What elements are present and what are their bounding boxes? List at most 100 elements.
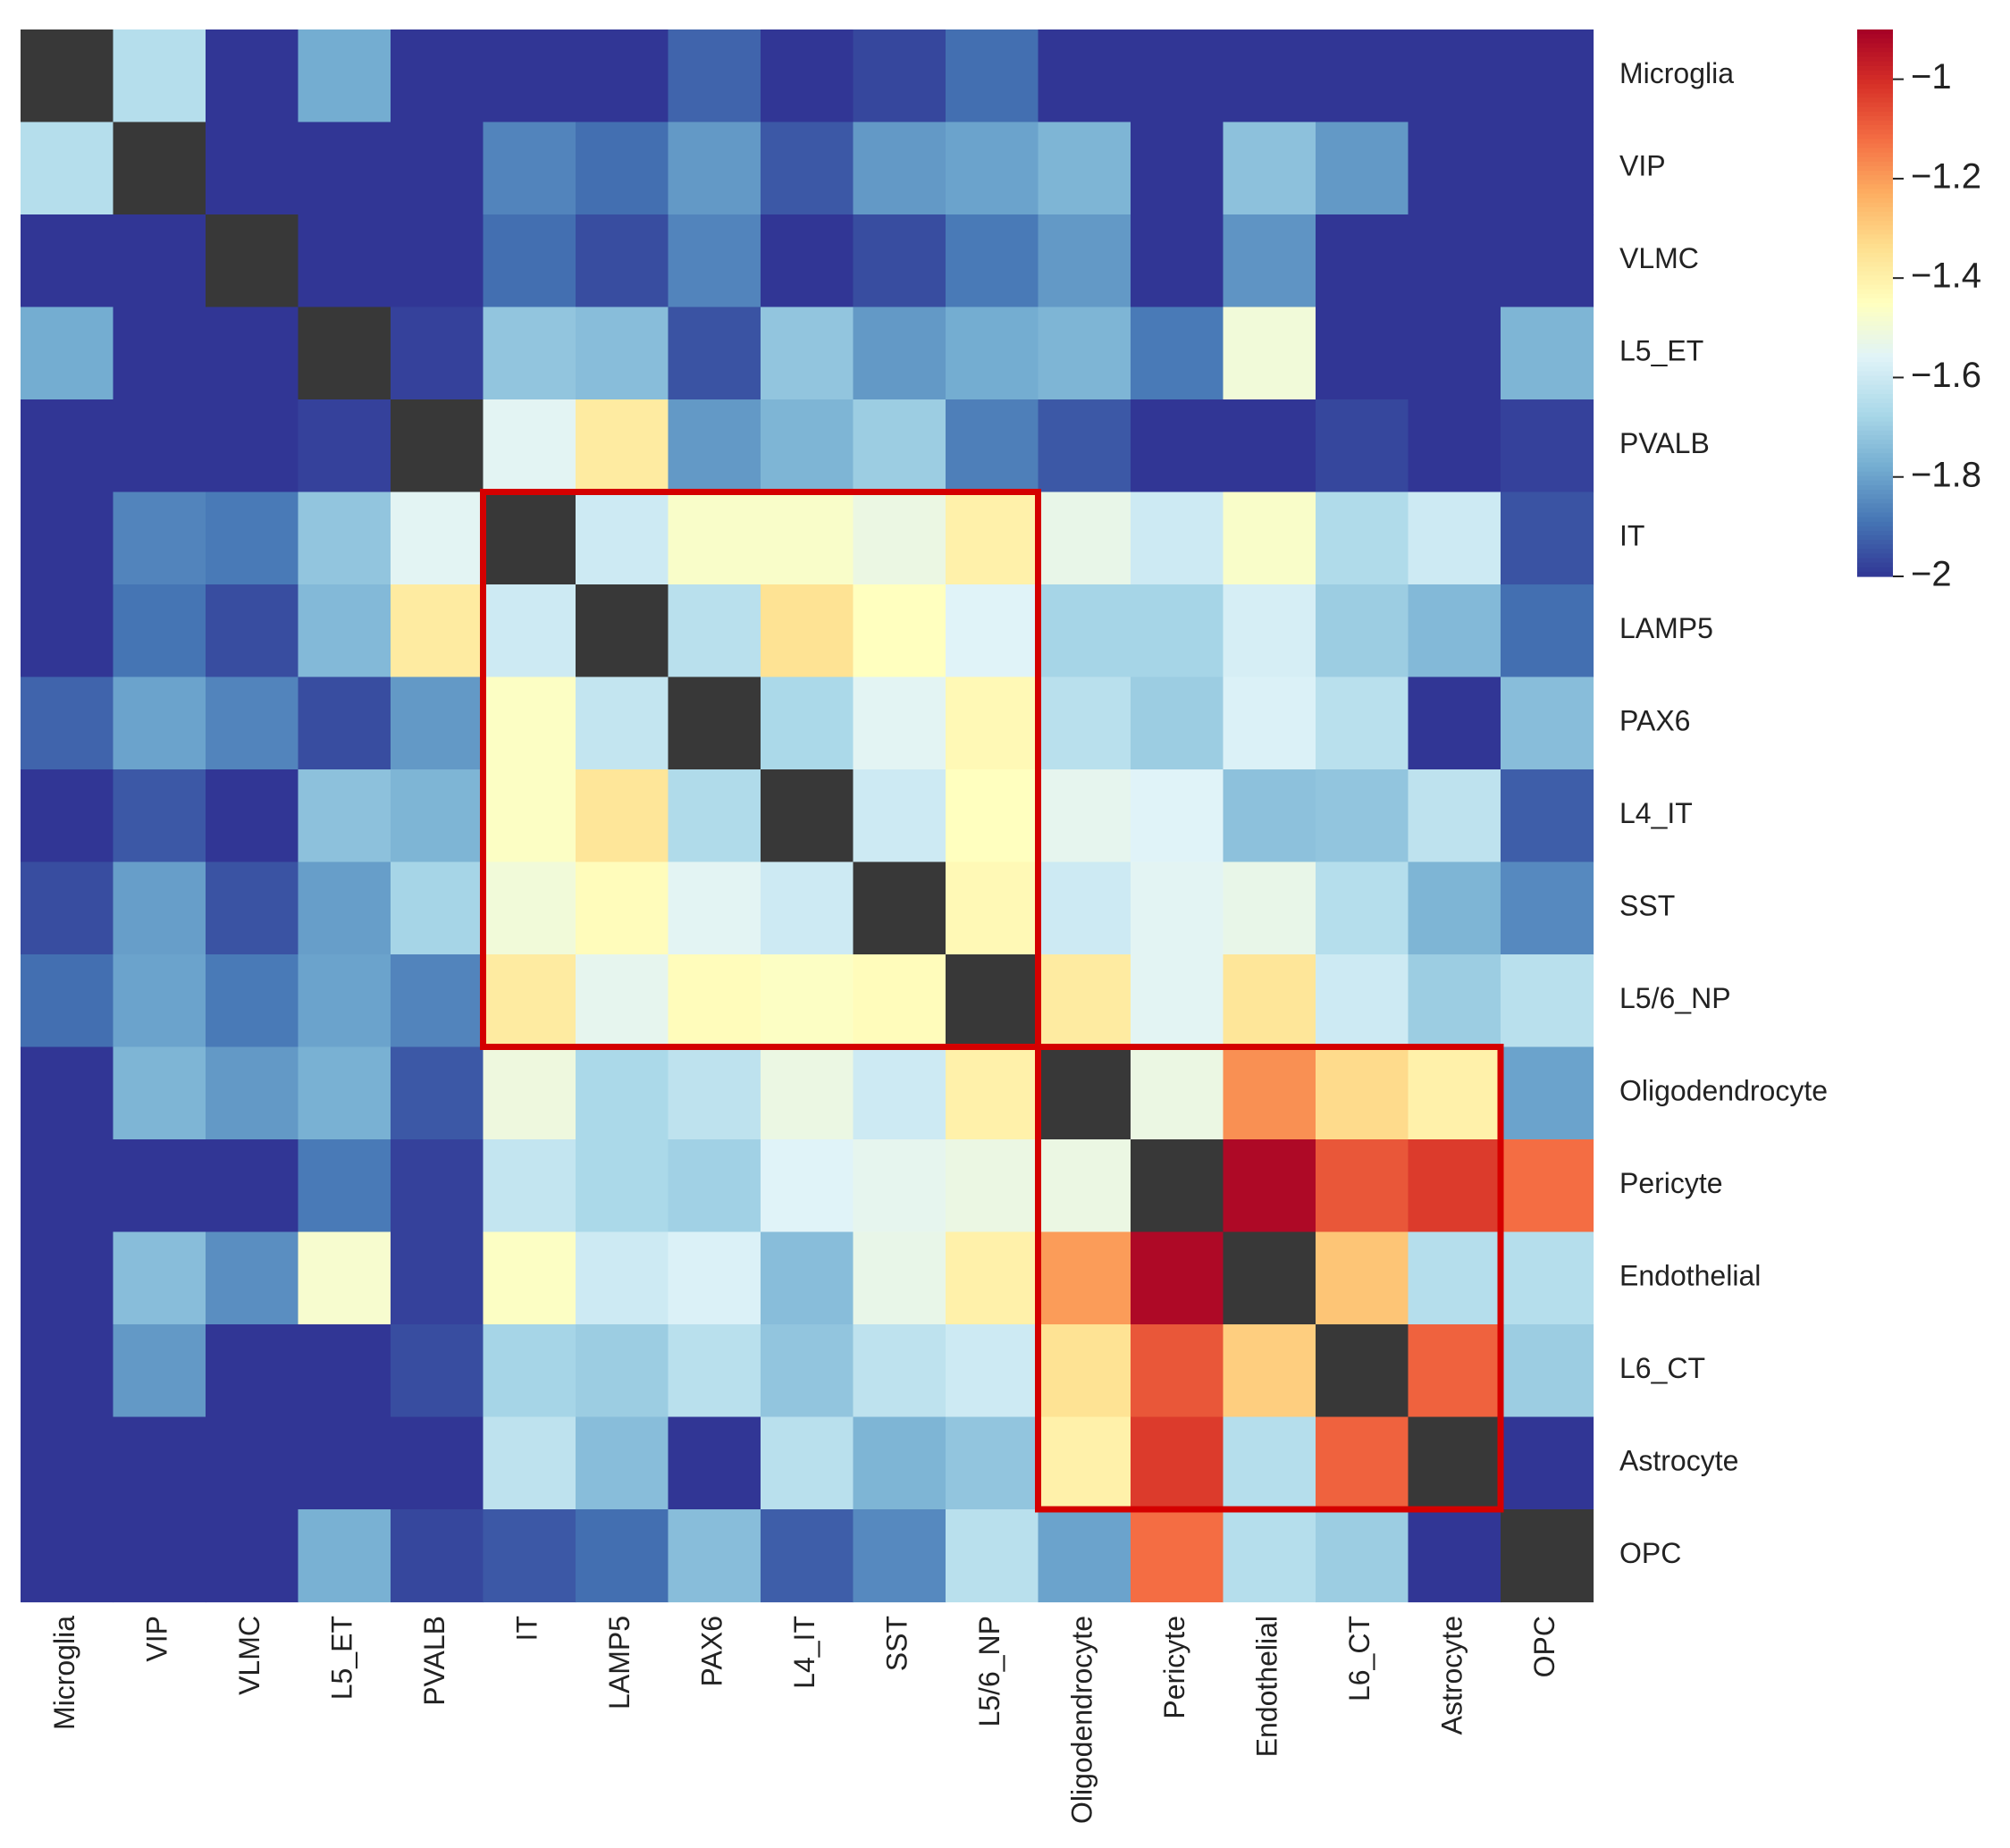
heatmap-cell-lamp5-it: [483, 584, 576, 678]
colorbar-segment: [1857, 65, 1893, 71]
heatmap-cell-l6-ct-pvalb: [391, 1324, 484, 1418]
heatmap-cell-l6-ct-l5-et: [298, 1324, 391, 1418]
heatmap-cell-pax6-oligodendrocyte: [1038, 676, 1131, 770]
heatmap-cell-endothelial-l6-ct: [1316, 1231, 1409, 1325]
heatmap-cell-lamp5-l5-et: [298, 584, 391, 678]
colorbar-segment: [1857, 202, 1893, 208]
heatmap-cell-opc-microglia: [21, 1509, 114, 1603]
heatmap-cell-lamp5-astrocyte: [1408, 584, 1501, 678]
heatmap-cell-pax6-l4-it: [761, 676, 854, 770]
heatmap-cell-l5-et-it: [483, 307, 576, 400]
heatmap-cell-pax6-l5-et: [298, 676, 391, 770]
heatmap-cell-oligodendrocyte-vip: [113, 1046, 206, 1140]
heatmap-cell-vlmc-oligodendrocyte: [1038, 214, 1131, 308]
colorbar-segment: [1857, 180, 1893, 185]
heatmap-cell-sst-oligodendrocyte: [1038, 861, 1131, 955]
row-label-pvalb: PVALB: [1619, 427, 1710, 459]
heatmap-cell-opc-sst: [853, 1509, 946, 1603]
heatmap-cell-pvalb-l5-6-np: [946, 399, 1039, 493]
colorbar-segment: [1857, 197, 1893, 204]
heatmap-cell-oligodendrocyte-endothelial: [1223, 1046, 1316, 1140]
heatmap-cell-l4-it-pax6: [668, 769, 761, 863]
heatmap-cell-l5-6-np-pericyte: [1131, 954, 1224, 1048]
heatmap-cell-endothelial-endothelial: [1223, 1231, 1316, 1325]
heatmap-cell-pax6-pericyte: [1131, 676, 1224, 770]
heatmap-cell-pax6-opc: [1501, 676, 1594, 770]
heatmap-cell-lamp5-endothelial: [1223, 584, 1316, 678]
heatmap-cell-l5-et-l5-et: [298, 307, 391, 400]
column-label-l5-et: L5_ET: [326, 1616, 358, 1700]
heatmap-cell-l4-it-endothelial: [1223, 769, 1316, 863]
heatmap-cell-pericyte-pvalb: [391, 1139, 484, 1233]
colorbar-segment: [1857, 475, 1893, 482]
heatmap-cell-lamp5-sst: [853, 584, 946, 678]
heatmap-cell-pvalb-vlmc: [206, 399, 299, 493]
heatmap-cell-microglia-vlmc: [206, 29, 299, 123]
heatmap-cell-l5-6-np-lamp5: [576, 954, 669, 1048]
heatmap-cell-vip-opc: [1501, 122, 1594, 215]
heatmap-cell-lamp5-vip: [113, 584, 206, 678]
heatmap-cell-opc-opc: [1501, 1509, 1594, 1603]
colorbar-segment: [1857, 121, 1893, 126]
colorbar-segment: [1857, 357, 1893, 363]
colorbar-segment: [1857, 366, 1893, 373]
heatmap-cell-endothelial-oligodendrocyte: [1038, 1231, 1131, 1325]
colorbar-segment: [1857, 134, 1893, 139]
heatmap-cell-endothelial-l5-6-np: [946, 1231, 1039, 1325]
heatmap-cell-vlmc-lamp5: [576, 214, 669, 308]
colorbar-segment: [1857, 503, 1893, 509]
colorbar-segment: [1857, 275, 1893, 281]
heatmap-cell-lamp5-l4-it: [761, 584, 854, 678]
heatmap-cell-l6-ct-pericyte: [1131, 1324, 1224, 1418]
heatmap-cell-pax6-endothelial: [1223, 676, 1316, 770]
colorbar-segment: [1857, 125, 1893, 130]
colorbar-segment: [1857, 252, 1893, 258]
heatmap-cell-l5-et-sst: [853, 307, 946, 400]
heatmap-cell-endothelial-astrocyte: [1408, 1231, 1501, 1325]
heatmap-cell-sst-endothelial: [1223, 861, 1316, 955]
heatmap-cell-astrocyte-lamp5: [576, 1416, 669, 1510]
heatmap-cell-opc-l5-et: [298, 1509, 391, 1603]
colorbar-segment: [1857, 384, 1893, 391]
heatmap-cell-endothelial-pax6: [668, 1231, 761, 1325]
heatmap-cell-astrocyte-l5-et: [298, 1416, 391, 1510]
heatmap-cell-pax6-l5-6-np: [946, 676, 1039, 770]
heatmap-cell-vip-l4-it: [761, 122, 854, 215]
row-label-microglia: Microglia: [1619, 57, 1734, 89]
heatmap-cell-l5-et-pax6: [668, 307, 761, 400]
heatmap-cell-pvalb-sst: [853, 399, 946, 493]
heatmap-cell-oligodendrocyte-astrocyte: [1408, 1046, 1501, 1140]
heatmap-cell-opc-pax6: [668, 1509, 761, 1603]
heatmap-cell-it-l4-it: [761, 491, 854, 585]
heatmap-cell-l6-ct-lamp5: [576, 1324, 669, 1418]
colorbar-segment: [1857, 70, 1893, 76]
heatmap-cell-vlmc-microglia: [21, 214, 114, 308]
colorbar-segment: [1857, 56, 1893, 63]
colorbar-segment: [1857, 221, 1893, 226]
colorbar-segment: [1857, 47, 1893, 54]
colorbar-segment: [1857, 230, 1893, 236]
heatmap-cell-lamp5-microglia: [21, 584, 114, 678]
row-label-l5-6-np: L5/6_NP: [1619, 982, 1731, 1014]
colorbar-segment: [1857, 216, 1893, 222]
heatmap-cell-l5-et-endothelial: [1223, 307, 1316, 400]
heatmap-cell-lamp5-l6-ct: [1316, 584, 1409, 678]
column-label-pericyte: Pericyte: [1158, 1616, 1190, 1719]
row-label-vlmc: VLMC: [1619, 242, 1699, 274]
colorbar-segment: [1857, 225, 1893, 231]
colorbar-segment: [1857, 280, 1893, 286]
heatmap-cell-l6-ct-astrocyte: [1408, 1324, 1501, 1418]
colorbar-segment: [1857, 334, 1893, 340]
heatmap-cell-astrocyte-vlmc: [206, 1416, 299, 1510]
heatmap-cell-microglia-l6-ct: [1316, 29, 1409, 123]
colorbar-segment: [1857, 111, 1893, 117]
colorbar-segment: [1857, 289, 1893, 295]
heatmap-cell-endothelial-lamp5: [576, 1231, 669, 1325]
colorbar-segment: [1857, 147, 1893, 154]
heatmap-cell-pax6-sst: [853, 676, 946, 770]
colorbar-tick-label: −1.4: [1911, 256, 1981, 296]
heatmap-cell-pericyte-it: [483, 1139, 576, 1233]
colorbar-segment: [1857, 531, 1893, 536]
heatmap-cell-microglia-oligodendrocyte: [1038, 29, 1131, 123]
colorbar-segment: [1857, 444, 1893, 449]
